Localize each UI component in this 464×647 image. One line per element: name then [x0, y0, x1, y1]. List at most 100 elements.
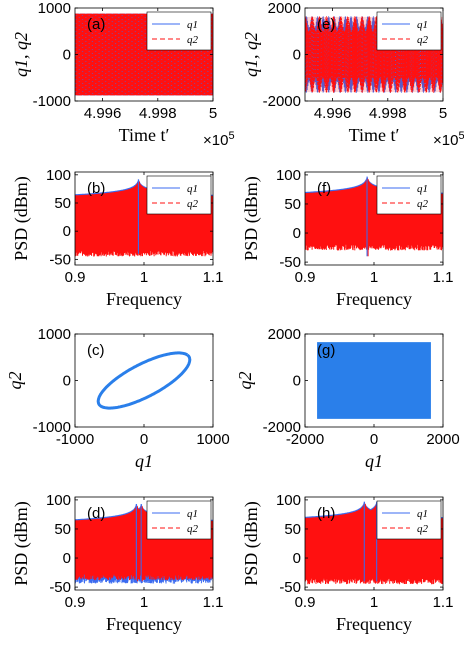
ytick-label-d-0: -50 — [49, 579, 71, 596]
xtick-label-e-1: 4.998 — [369, 105, 407, 122]
legend-label-q2-d: q2 — [187, 523, 199, 535]
legend-label-q1-e: q1 — [417, 19, 428, 31]
xtick-label-d-1: 1 — [140, 594, 148, 611]
xtick-label-h-1: 1 — [370, 594, 378, 611]
legend-box-e — [376, 11, 442, 51]
xtick-label-e-2: 5 — [439, 105, 447, 122]
legend-label-q1-h: q1 — [417, 508, 428, 520]
ylabel-f: PSD (dBm) — [241, 176, 262, 261]
ytick-label-e-1: 0 — [293, 47, 301, 64]
ytick-label-f-2: 50 — [284, 196, 301, 213]
legend-label-q1-a: q1 — [187, 19, 198, 31]
panel-label-e: (e) — [317, 16, 335, 33]
xtick-label-f-2: 1.1 — [433, 269, 454, 286]
ylabel-a: q1, q2 — [11, 32, 31, 77]
ytick-label-b-3: 100 — [46, 167, 71, 184]
ytick-label-b-1: 0 — [63, 223, 71, 240]
panel-label-d: (d) — [87, 505, 105, 522]
x-exponent-e: ×105 — [433, 130, 464, 149]
ytick-label-g-2: 2000 — [268, 326, 301, 343]
panel-label-h: (h) — [317, 505, 335, 522]
xtick-label-g-0: -2000 — [286, 431, 324, 448]
ytick-label-f-3: 100 — [276, 167, 301, 184]
legend-label-q1-f: q1 — [417, 183, 428, 195]
ytick-label-h-2: 50 — [284, 521, 301, 538]
ytick-label-c-1: 0 — [63, 373, 71, 390]
panel-e: 4.996 4.998 5 -2000 0 2000 Time t′ ×105 q1, q2 (e… — [241, 0, 464, 149]
ytick-label-h-3: 100 — [276, 492, 301, 509]
xtick-label-d-0: 0.9 — [65, 594, 86, 611]
plot-area-b — [75, 179, 213, 257]
ylabel-g: q2 — [235, 372, 255, 390]
xtick-label-g-1: 0 — [370, 431, 378, 448]
legend-box-a — [146, 11, 212, 51]
ytick-label-a-1: 0 — [63, 47, 71, 64]
xtick-label-c-2: 1000 — [196, 431, 229, 448]
series-q2-line-a — [75, 13, 213, 96]
xtick-label-b-0: 0.9 — [65, 269, 86, 286]
xlabel-g: q1 — [365, 451, 383, 471]
ylabel-h: PSD (dBm) — [241, 501, 262, 586]
panel-label-b: (b) — [87, 180, 105, 197]
xlabel-b: Frequency — [106, 289, 182, 309]
xtick-label-b-1: 1 — [140, 269, 148, 286]
panel-label-f: (f) — [317, 180, 331, 197]
ytick-label-e-0: -2000 — [263, 93, 301, 110]
panel-label-c: (c) — [87, 342, 105, 359]
xlabel-f: Frequency — [336, 289, 412, 309]
xlabel-e: Time t′ — [349, 125, 400, 145]
xlabel-d: Frequency — [106, 614, 182, 634]
xtick-label-a-0: 4.996 — [84, 105, 122, 122]
xtick-label-f-1: 1 — [370, 269, 378, 286]
ytick-label-b-2: 50 — [54, 195, 71, 212]
ytick-label-d-1: 0 — [63, 550, 71, 567]
ylabel-c: q2 — [5, 372, 25, 390]
panel-label-g: (g) — [317, 342, 335, 359]
plot-area-h — [305, 501, 443, 585]
panel-a: 4.996 4.998 5 -1000 0 1000 Time t′ ×105 q1, q2 (a… — [11, 0, 235, 149]
xlabel-a: Time t′ — [119, 125, 170, 145]
ytick-label-d-3: 100 — [46, 492, 71, 509]
ytick-label-e-2: 2000 — [268, 0, 301, 17]
ytick-label-a-2: 1000 — [38, 0, 71, 17]
xtick-label-a-1: 4.998 — [139, 105, 177, 122]
ylabel-b: PSD (dBm) — [11, 176, 32, 261]
plot-area-g — [317, 342, 431, 419]
ytick-label-f-0: -50 — [279, 254, 301, 271]
trajectory-ellipse-c — [96, 351, 192, 410]
legend-label-q2-e: q2 — [417, 34, 429, 46]
xtick-label-h-0: 0.9 — [295, 594, 316, 611]
panel-c: -1000 0 1000 -1000 0 1000 q1 q2 (c) — [5, 326, 230, 471]
xtick-label-d-2: 1.1 — [203, 594, 224, 611]
ylabel-e: q1, q2 — [241, 32, 261, 77]
legend-box-h — [376, 500, 442, 540]
xlabel-c: q1 — [135, 451, 153, 471]
ytick-label-g-0: -2000 — [263, 419, 301, 436]
legend-label-q2-a: q2 — [187, 34, 199, 46]
panel-g: -2000 0 2000 -2000 0 2000 q1 q2 (g) — [235, 326, 460, 471]
xlabel-h: Frequency — [336, 614, 412, 634]
xtick-label-e-0: 4.996 — [314, 105, 352, 122]
legend-label-q1-d: q1 — [187, 508, 198, 520]
xtick-label-c-0: -1000 — [56, 431, 94, 448]
ytick-label-f-1: 0 — [293, 225, 301, 242]
ytick-label-d-2: 50 — [54, 521, 71, 538]
series-q2-line-e — [305, 16, 443, 93]
xtick-label-h-2: 1.1 — [433, 594, 454, 611]
legend-box-f — [376, 175, 442, 215]
ylabel-d: PSD (dBm) — [11, 501, 32, 586]
x-exponent-a: ×105 — [203, 130, 235, 149]
ytick-label-c-2: 1000 — [38, 326, 71, 343]
ytick-label-h-1: 0 — [293, 550, 301, 567]
xtick-label-a-2: 5 — [209, 105, 217, 122]
